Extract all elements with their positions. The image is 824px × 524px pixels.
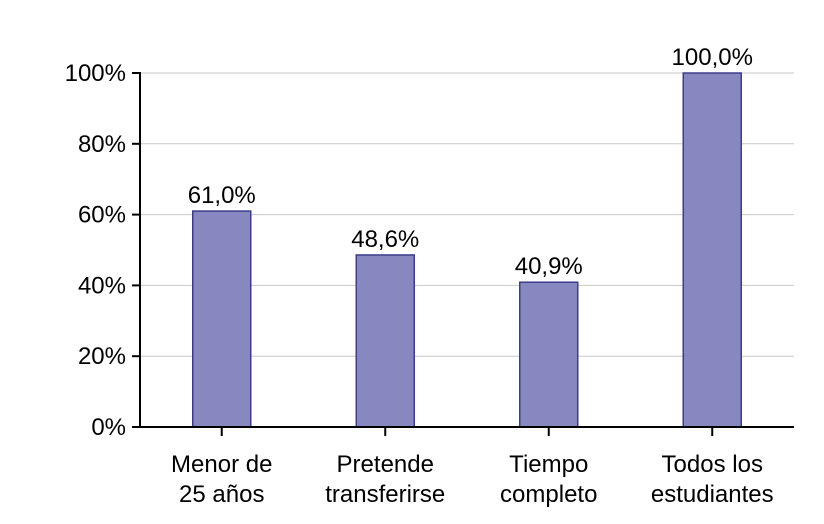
y-tick-label: 20% (78, 343, 126, 370)
data-label: 61,0% (188, 182, 256, 209)
category-label: transferirse (325, 481, 445, 508)
y-ticks: 0% 20% 40% 60% 80% 100% (65, 60, 140, 441)
y-tick-label: 0% (91, 414, 126, 441)
category-label: completo (500, 481, 597, 508)
y-tick-label: 100% (65, 60, 126, 87)
category-label: estudiantes (651, 481, 774, 508)
category-label: Menor de (171, 451, 272, 478)
bars (192, 72, 742, 428)
bar (192, 210, 252, 428)
bar (682, 72, 742, 428)
category-label: 25 años (179, 481, 264, 508)
data-labels: 61,0% 48,6% 40,9% 100,0% (188, 44, 753, 280)
bar (519, 281, 579, 428)
y-tick-label: 60% (78, 202, 126, 229)
category-label: Pretende (337, 451, 434, 478)
data-label: 100,0% (672, 44, 753, 71)
category-label: Tiempo (509, 451, 588, 478)
axes (139, 72, 794, 428)
y-tick-label: 40% (78, 272, 126, 299)
x-ticks (220, 427, 714, 436)
data-label: 48,6% (351, 226, 419, 253)
y-tick-label: 80% (78, 131, 126, 158)
data-label: 40,9% (515, 253, 583, 280)
category-labels: Menor de 25 años Pretende transferirse Tiemp… (171, 451, 774, 508)
category-label: Todos los (662, 451, 763, 478)
bar (355, 254, 415, 428)
